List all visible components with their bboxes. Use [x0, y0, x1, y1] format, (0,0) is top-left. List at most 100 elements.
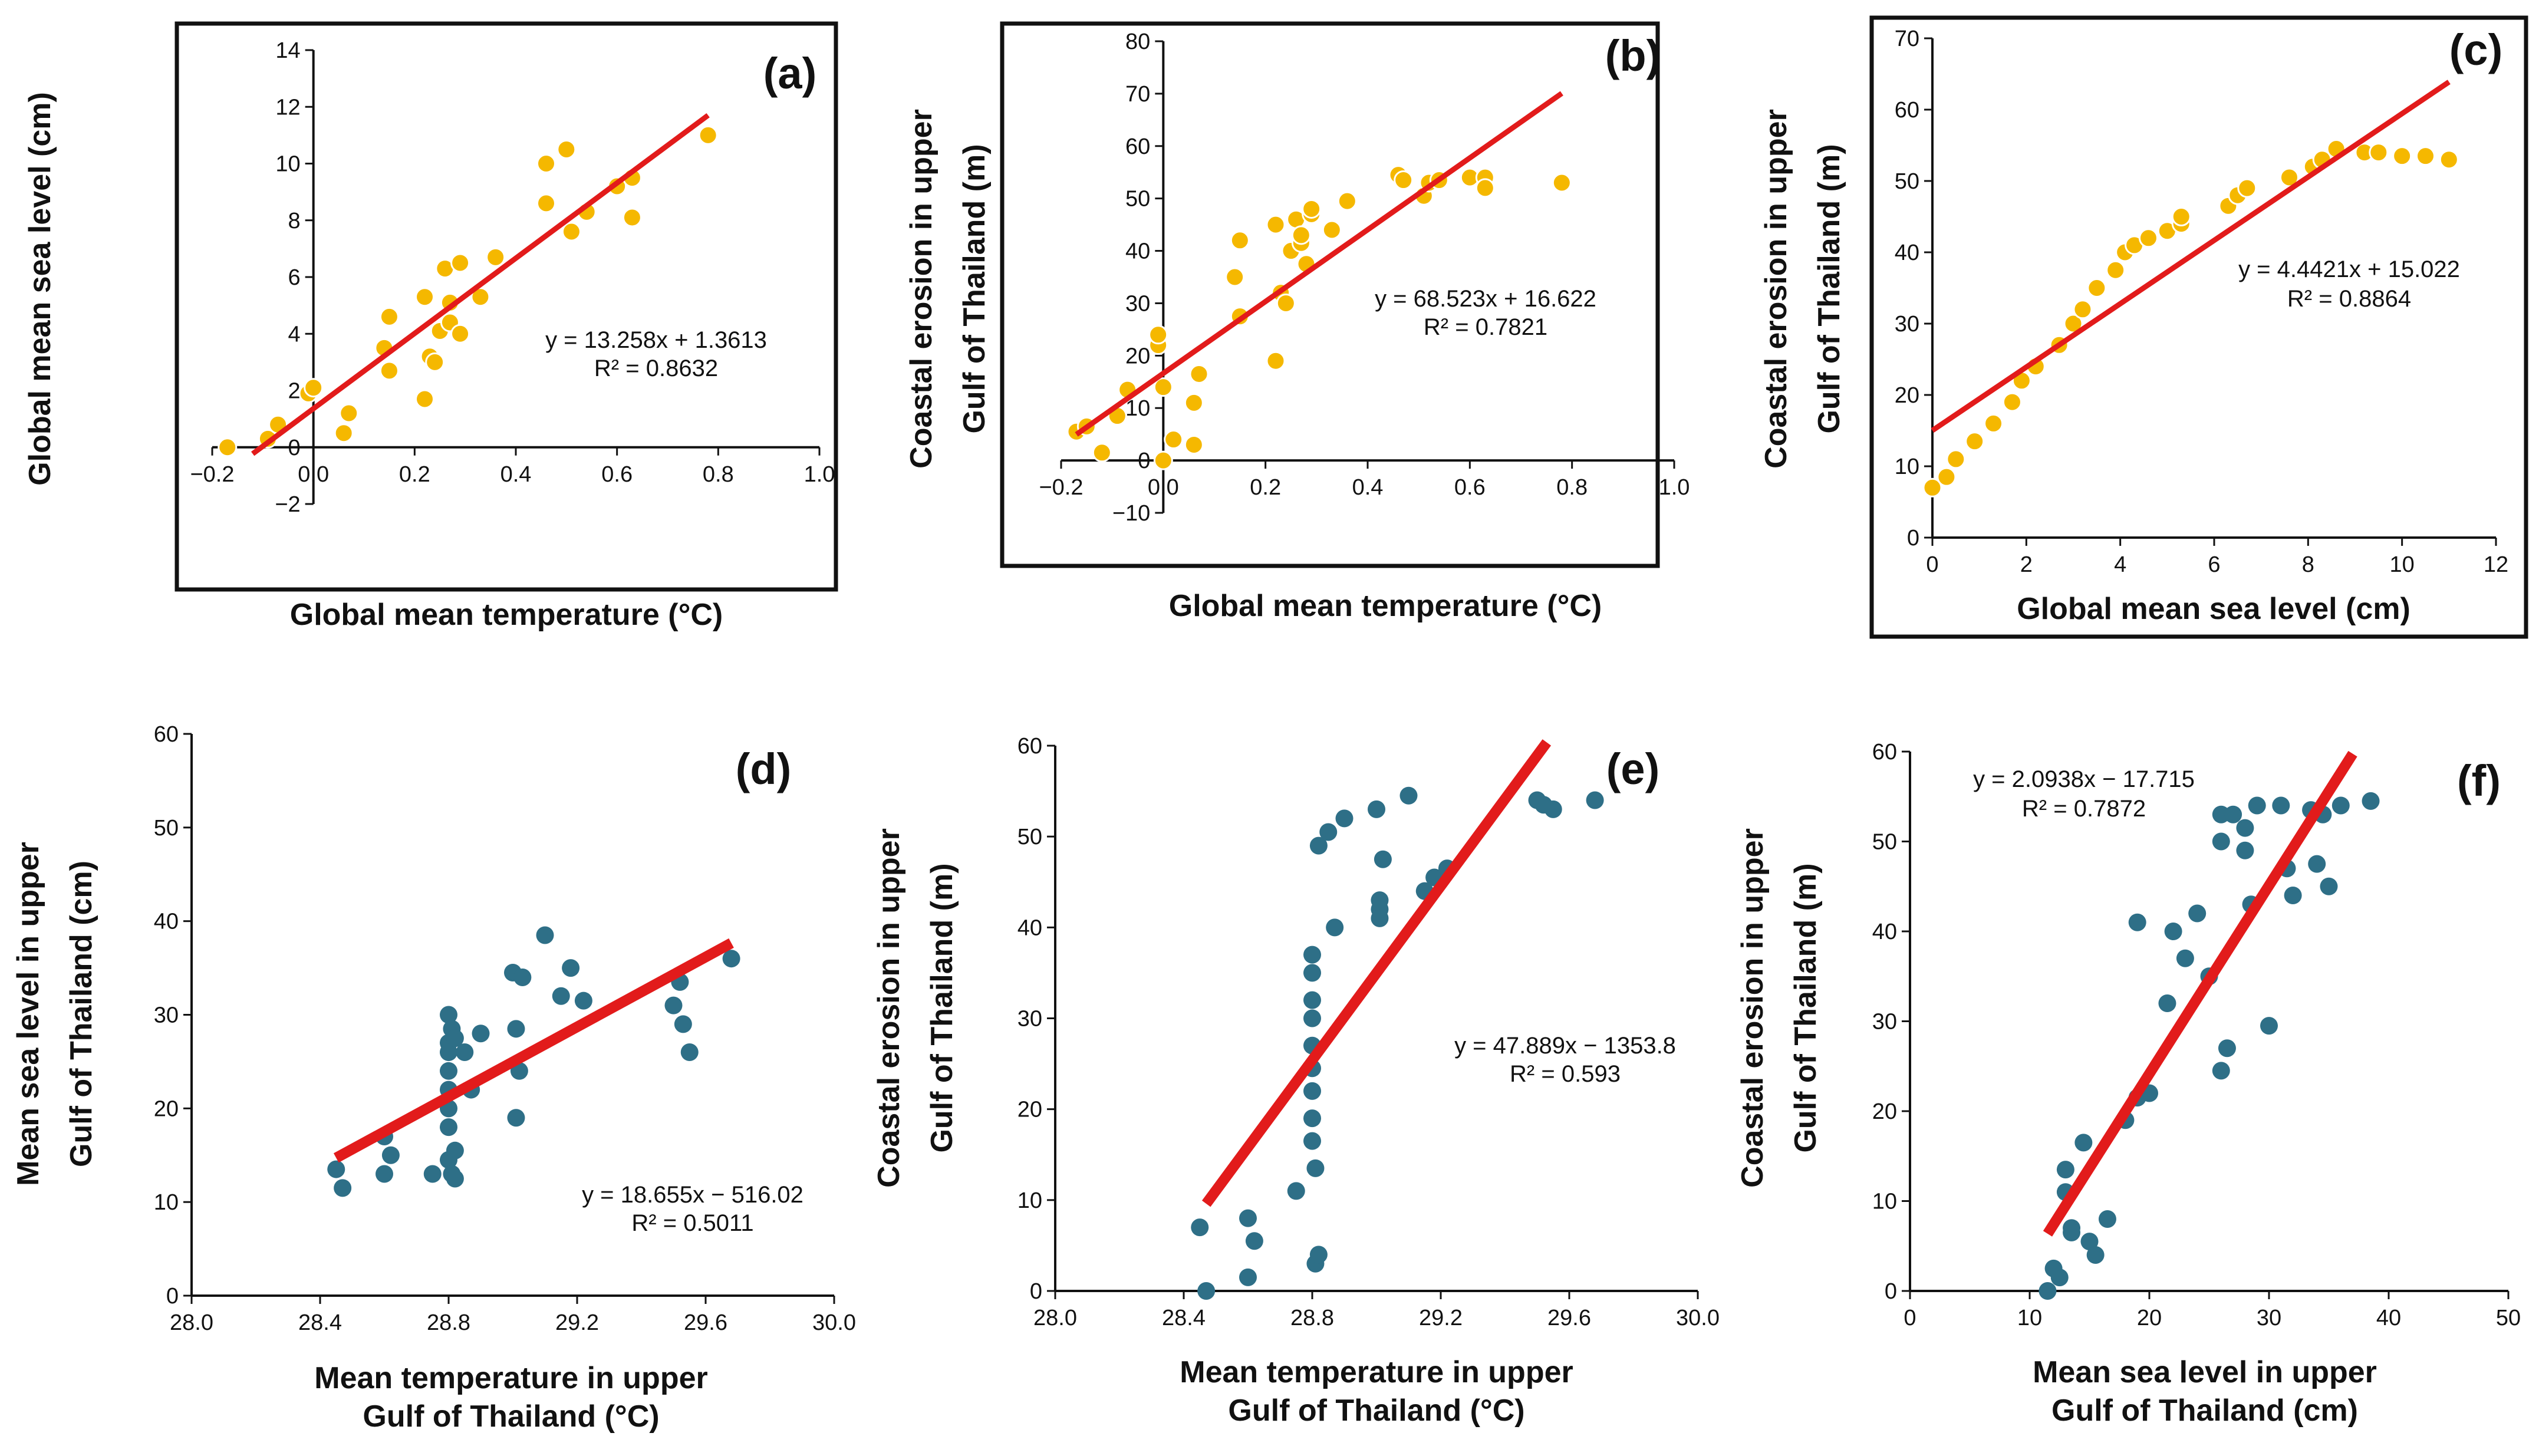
data-point: [1937, 467, 1957, 487]
regression-equation: y = 2.0938x − 17.715: [1973, 766, 2195, 792]
data-point: [334, 423, 354, 443]
data-point: [1475, 178, 1495, 198]
y-axis-title-line1: Coastal erosion in upper: [1759, 109, 1793, 469]
y-tick-label: 10: [1125, 396, 1150, 421]
y-axis-title-line1: Mean sea level in upper: [11, 842, 45, 1186]
x-tick-label: 0.0: [1148, 475, 1179, 500]
data-point: [2188, 904, 2207, 923]
data-point: [2224, 805, 2242, 823]
y-axis-title-line2: Gulf of Thailand (m): [925, 863, 959, 1152]
y-tick-label: 0: [288, 436, 301, 460]
x-tick-label: 0.2: [1250, 475, 1281, 500]
data-point: [536, 193, 556, 213]
data-point: [376, 1165, 393, 1183]
x-tick-label: 30: [2257, 1306, 2281, 1330]
chart-frame: [174, 21, 838, 592]
panel-label: (d): [736, 745, 792, 793]
trendline: [1931, 80, 2451, 433]
x-tick-label: 29.2: [555, 1310, 599, 1335]
data-point: [440, 1118, 457, 1137]
x-tick-label: 0.8: [703, 462, 734, 487]
data-point: [2260, 1017, 2278, 1035]
data-point: [1374, 850, 1392, 868]
data-point: [1303, 1132, 1321, 1150]
x-tick-label: 50: [2496, 1306, 2521, 1330]
data-point: [1302, 199, 1322, 219]
data-point: [423, 1165, 442, 1183]
data-point: [1266, 215, 1286, 235]
data-point: [1922, 477, 1942, 498]
data-point: [2212, 1062, 2230, 1080]
data-point: [446, 1029, 464, 1047]
data-point: [2063, 1223, 2081, 1241]
y-axis-title-line1: Coastal erosion in upper: [904, 109, 938, 469]
r-squared: R² = 0.8632: [594, 355, 718, 381]
data-point: [2416, 146, 2435, 166]
x-tick-label: 28.0: [1033, 1306, 1077, 1330]
y-tick-label: 0: [1030, 1279, 1042, 1304]
data-point: [2272, 796, 2290, 815]
y-tick-label: −2: [275, 492, 300, 517]
data-point: [2331, 796, 2350, 815]
panel-label: (f): [2457, 756, 2501, 805]
data-point: [1276, 293, 1296, 313]
x-axis-title-line2: Gulf of Thailand (°C): [363, 1399, 659, 1434]
data-point: [1303, 1009, 1321, 1027]
data-point: [1399, 786, 1418, 805]
data-point: [1965, 431, 1985, 452]
data-point: [1309, 1246, 1328, 1264]
data-point: [379, 307, 399, 327]
data-point: [2138, 228, 2158, 248]
x-tick-label: 20: [2137, 1306, 2162, 1330]
data-point: [561, 222, 581, 242]
data-point: [2050, 1269, 2069, 1287]
data-point: [1544, 800, 1562, 818]
y-tick-label: 10: [1872, 1190, 1897, 1214]
data-point: [2128, 913, 2146, 931]
data-point: [379, 361, 399, 381]
panel-label: (a): [763, 49, 816, 98]
y-tick-label: 8: [288, 209, 301, 233]
x-axis-title-line1: Mean temperature in upper: [1180, 1355, 1573, 1389]
data-point: [327, 1160, 345, 1178]
data-point: [1225, 267, 1245, 287]
data-point: [1586, 791, 1604, 809]
x-tick-label: −0.2: [1039, 475, 1083, 500]
y-tick-label: 10: [1017, 1188, 1042, 1213]
data-point: [722, 950, 740, 968]
y-tick-label: 40: [1125, 239, 1150, 264]
data-point: [2074, 1134, 2093, 1152]
y-tick-label: 30: [1895, 312, 1919, 337]
y-tick-label: 0: [166, 1284, 179, 1309]
data-point: [1184, 393, 1204, 413]
data-point: [1148, 325, 1168, 345]
y-tick-label: 70: [1895, 27, 1919, 51]
x-tick-label: 28.8: [427, 1310, 470, 1335]
y-tick-label: 20: [1872, 1099, 1897, 1124]
data-point: [513, 968, 532, 986]
data-point: [2098, 1210, 2116, 1228]
x-tick-label: 8: [2302, 552, 2314, 577]
regression-equation: y = 47.889x − 1353.8: [1454, 1033, 1676, 1059]
y-tick-label: 80: [1125, 29, 1150, 54]
data-point: [450, 253, 470, 273]
data-point: [556, 139, 577, 159]
r-squared: R² = 0.7872: [2022, 796, 2146, 822]
data-point: [415, 287, 434, 307]
y-tick-label: 60: [1872, 740, 1897, 765]
y-tick-label: 20: [1895, 383, 1919, 408]
data-point: [1309, 836, 1328, 855]
y-axis-title-line1: Coastal erosion in upper: [1736, 828, 1770, 1188]
y-tick-label: 6: [288, 265, 301, 290]
y-tick-label: 14: [275, 38, 300, 63]
y-tick-label: 40: [1872, 920, 1897, 944]
data-point: [507, 1109, 525, 1127]
y-tick-label: 40: [154, 910, 179, 934]
data-point: [2073, 299, 2093, 319]
data-point: [1239, 1268, 1257, 1286]
y-tick-label: 40: [1895, 241, 1919, 265]
chart-frame: [1869, 15, 2528, 639]
data-point: [2002, 392, 2022, 412]
data-point: [1335, 809, 1354, 828]
